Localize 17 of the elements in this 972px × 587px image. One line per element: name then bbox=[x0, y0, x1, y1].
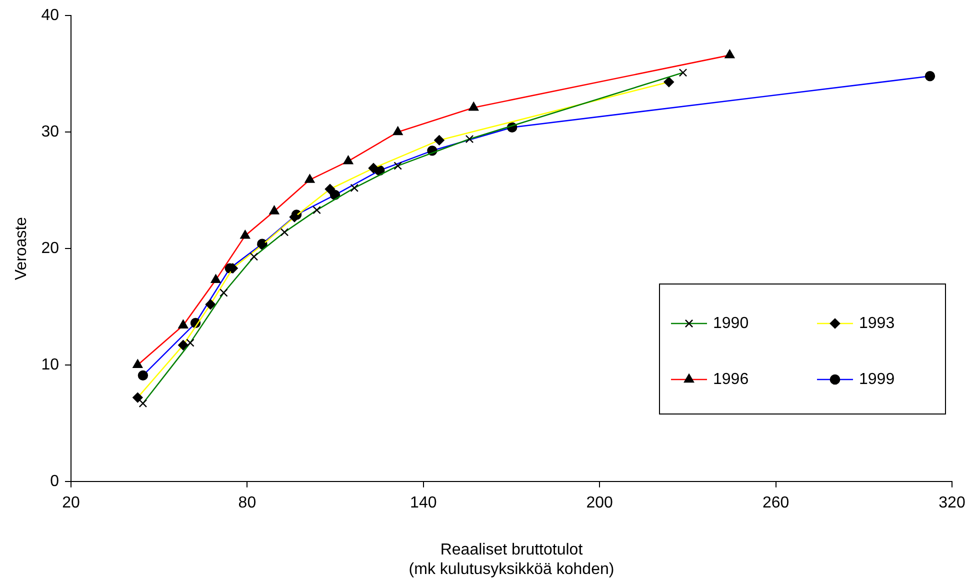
legend-label: 1999 bbox=[859, 370, 895, 388]
x-tick-label: 140 bbox=[410, 494, 437, 512]
legend-label: 1996 bbox=[713, 370, 749, 388]
y-tick-label: 20 bbox=[41, 240, 60, 257]
y-axis-title: Veroaste bbox=[13, 216, 30, 280]
y-tick-label: 30 bbox=[41, 123, 60, 140]
y-tick-label: 10 bbox=[41, 356, 60, 374]
y-tick-label: 0 bbox=[50, 472, 60, 490]
x-tick-label: 260 bbox=[762, 494, 790, 512]
x-tick-label: 20 bbox=[62, 494, 80, 512]
y-tick-label: 40 bbox=[41, 7, 60, 24]
x-tick-label: 320 bbox=[938, 494, 966, 512]
x-tick-label: 200 bbox=[586, 494, 614, 512]
legend-label: 1990 bbox=[713, 314, 749, 332]
x-tick-label: 80 bbox=[238, 494, 256, 512]
x-axis-title: Reaaliset bruttotulot (mk kulutusyksikköä kohden) bbox=[408, 542, 614, 578]
legend-label: 1993 bbox=[859, 314, 895, 332]
